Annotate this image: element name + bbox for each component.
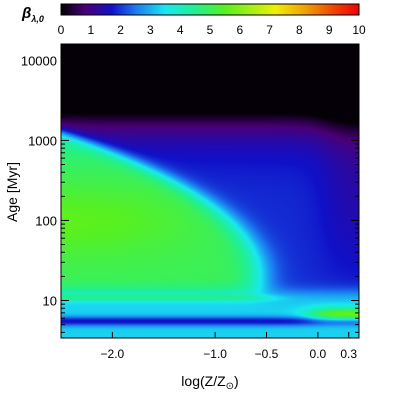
x-axis-ticks: −2.0 −1.0 −0.5 0.0 0.3 xyxy=(101,44,357,361)
plot-frame xyxy=(60,43,360,339)
x-tick-label: −2.0 xyxy=(101,347,125,361)
y-axis-ticks: 10 100 1000 10000 xyxy=(21,53,359,333)
heatmap-image xyxy=(61,44,359,338)
y-tick-label: 1000 xyxy=(28,133,57,148)
x-tick-label: −1.0 xyxy=(203,347,227,361)
colorbar-tick-label: 5 xyxy=(207,23,214,37)
colorbar-tick-label: 1 xyxy=(87,23,94,37)
y-tick-label: 10000 xyxy=(21,53,57,68)
colorbar-ticks: 0 1 2 3 4 5 6 7 8 9 10 xyxy=(58,23,366,37)
x-tick-label: −0.5 xyxy=(255,347,279,361)
colorbar: βλ,0 0 1 2 3 4 5 6 7 8 9 10 xyxy=(21,3,366,37)
colorbar-tick-label: 8 xyxy=(296,23,303,37)
y-axis-label: Age [Myr] xyxy=(4,162,20,222)
y-tick-label: 100 xyxy=(35,213,57,228)
colorbar-tick-label: 9 xyxy=(326,23,333,37)
x-tick-label: 0.0 xyxy=(310,347,327,361)
colorbar-tick-label: 4 xyxy=(177,23,184,37)
colorbar-tick-label: 0 xyxy=(58,23,65,37)
plot-area: −2.0 −1.0 −0.5 0.0 0.3 10 100 1000 10000 xyxy=(21,43,360,361)
y-tick-label: 10 xyxy=(43,293,57,308)
colorbar-tick-label: 7 xyxy=(266,23,273,37)
colorbar-label: βλ,0 xyxy=(21,5,44,24)
colorbar-tick-label: 3 xyxy=(147,23,154,37)
colorbar-tick-label: 10 xyxy=(352,23,366,37)
x-axis-label: log(Z/Z⊙) xyxy=(181,373,238,392)
x-tick-label: 0.3 xyxy=(340,347,357,361)
colorbar-tick-label: 2 xyxy=(117,23,124,37)
colorbar-gradient xyxy=(60,3,360,16)
colorbar-tick-label: 6 xyxy=(236,23,243,37)
